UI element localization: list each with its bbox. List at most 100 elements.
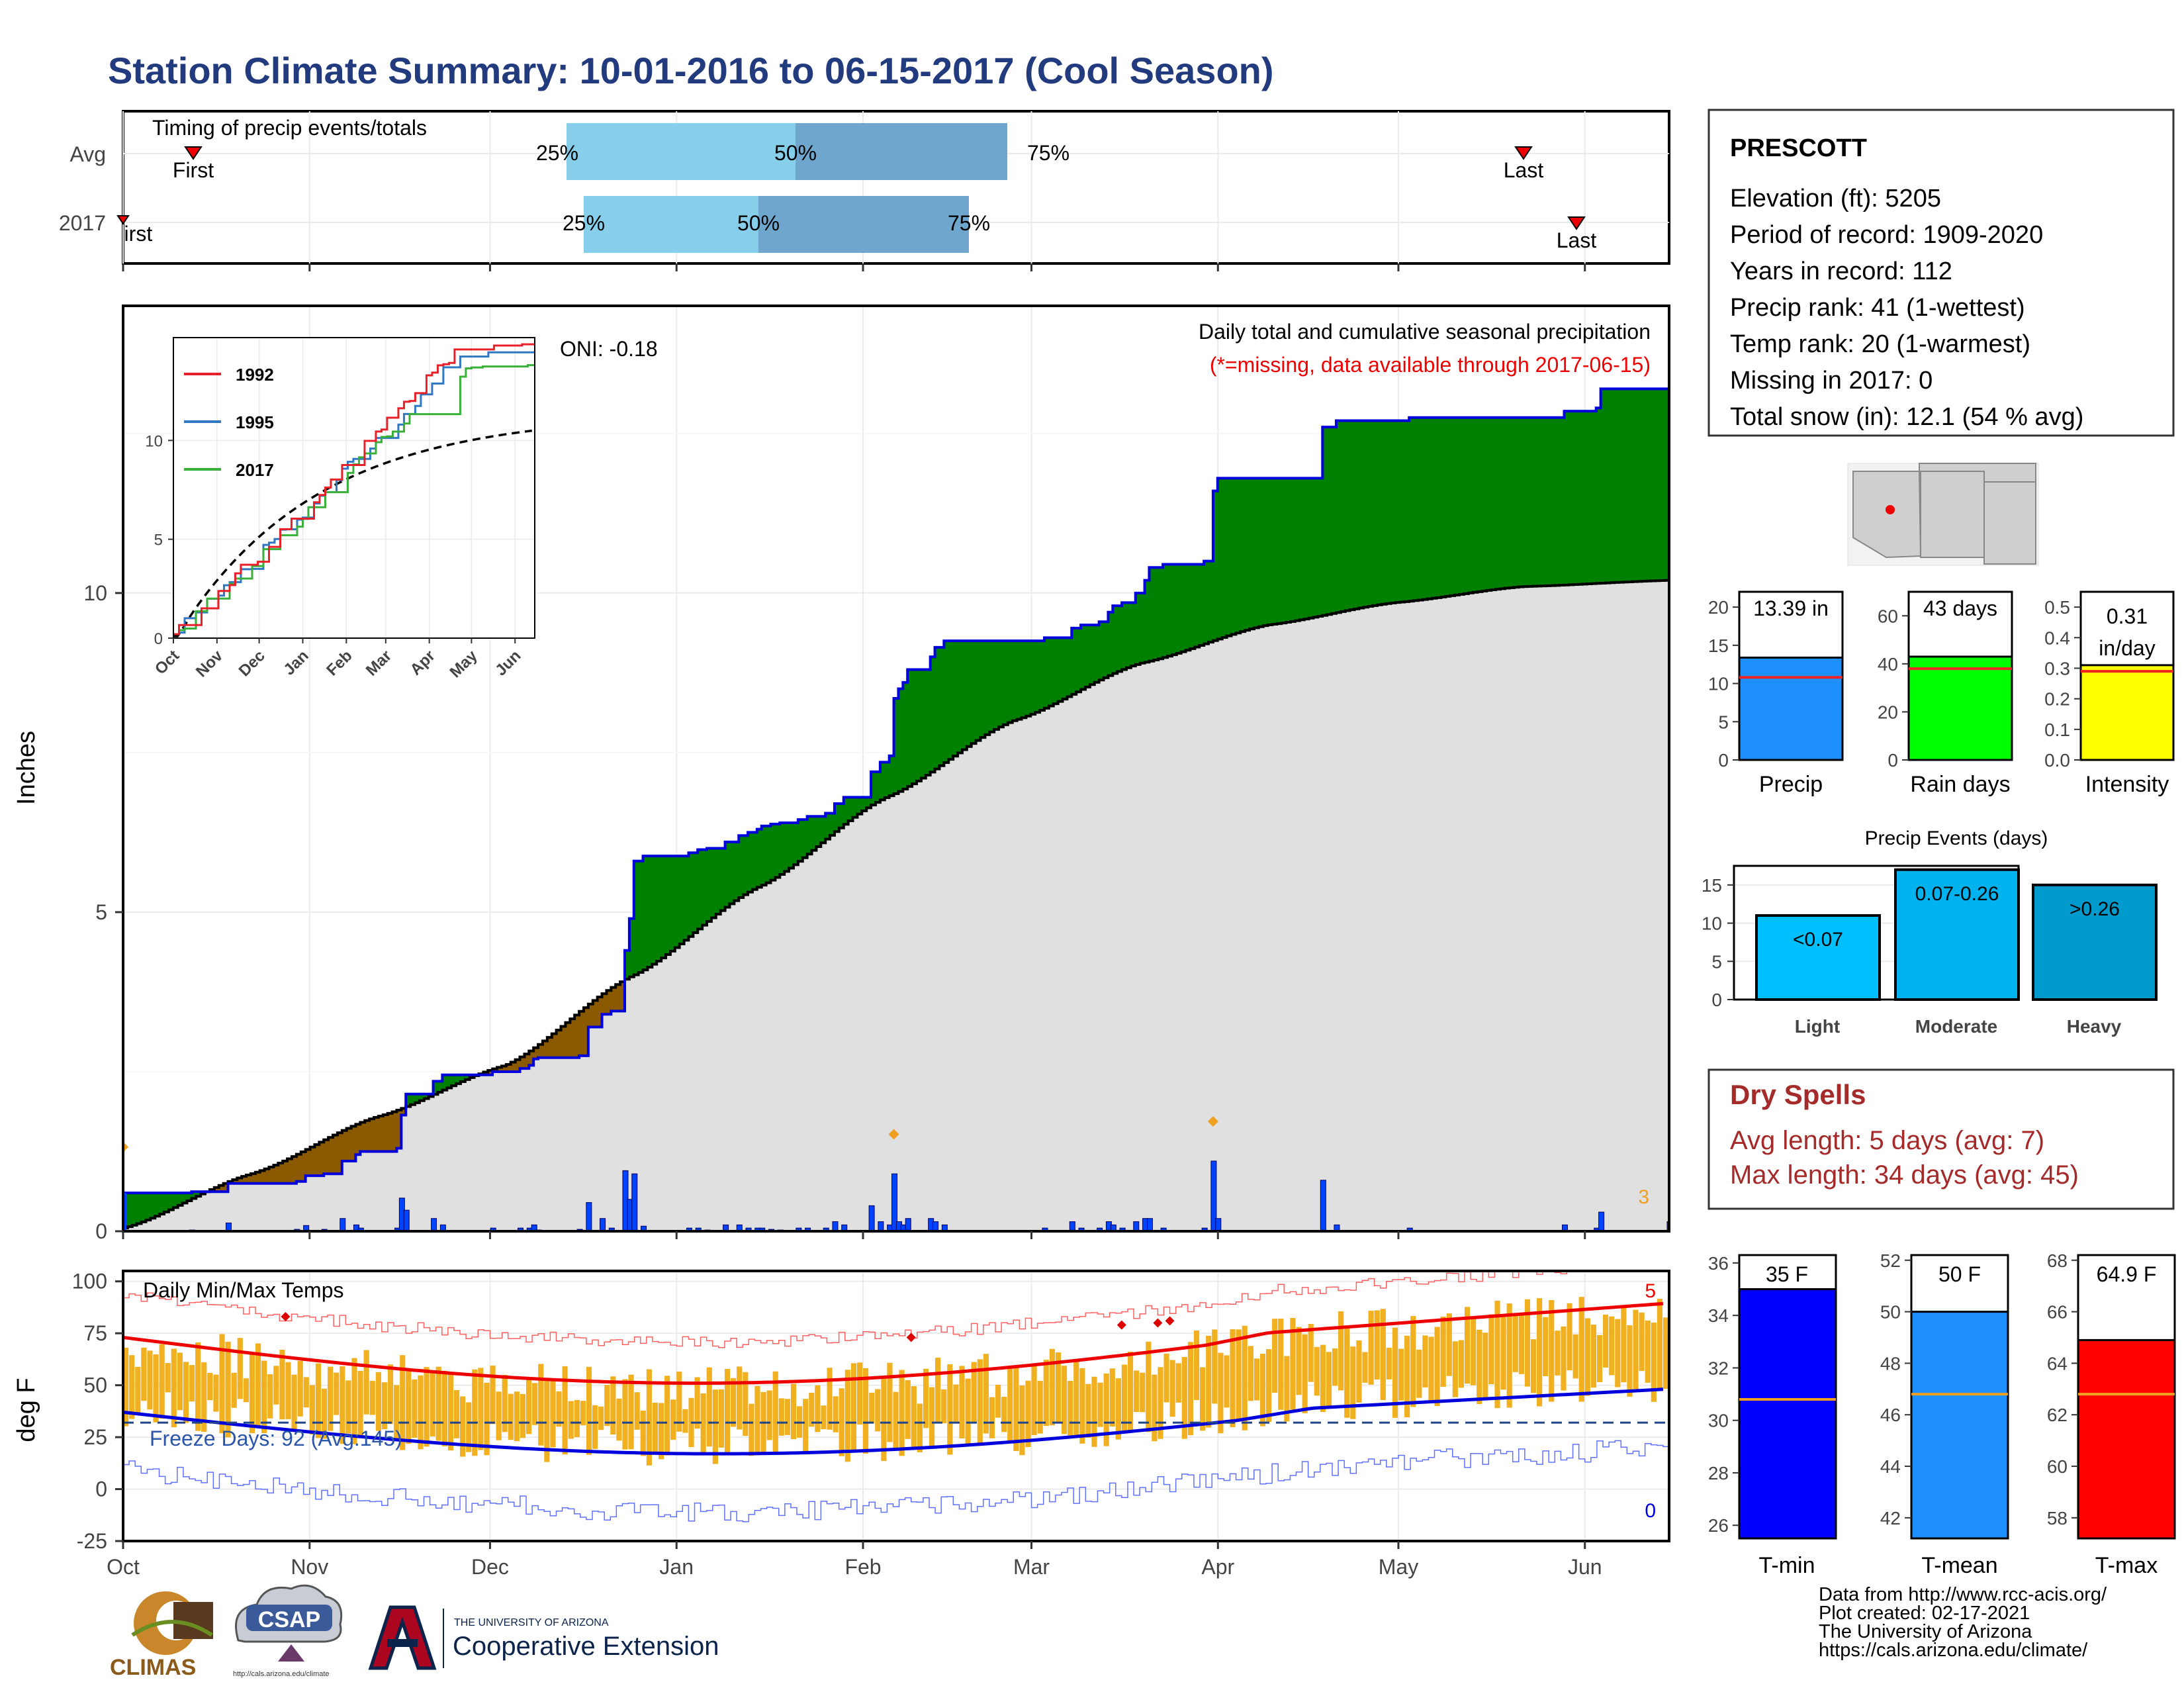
daily-temp-bar [213, 1374, 219, 1412]
daily-temp-bar [1296, 1327, 1302, 1395]
temperature-bars: 35 F 36 34 32 30 28 26 T-min 50 F 52 50 48 46 44 4… [1708, 1250, 2176, 1578]
month-label: Mar [1013, 1555, 1050, 1579]
daily-temp-bar [1488, 1314, 1494, 1385]
tmin-average-line [123, 1387, 1664, 1456]
daily-temp-bar [273, 1366, 279, 1405]
daily-temp-bar [1236, 1329, 1242, 1419]
daily-temp-bar [1224, 1355, 1230, 1408]
events-bar-light [1755, 914, 1881, 1001]
daily-temp-bar [1181, 1357, 1187, 1439]
daily-temp-bar [1392, 1327, 1398, 1418]
daily-temp-bar [441, 1370, 447, 1446]
daily-temp-bar [1398, 1348, 1404, 1401]
tmean-value: 50 F [1938, 1262, 1981, 1286]
daily-precip-bar [832, 1221, 839, 1231]
daily-temp-bar [821, 1405, 827, 1430]
daily-temp-bar [1627, 1325, 1633, 1397]
daily-temp-bar [334, 1372, 340, 1415]
daily-temp-bar [381, 1382, 388, 1430]
daily-temp-bar [303, 1377, 309, 1408]
daily-temp-bar [893, 1391, 899, 1449]
daily-precip-bar [1320, 1180, 1326, 1231]
daily-temp-bar [917, 1403, 923, 1452]
daily-temp-bar [1464, 1307, 1471, 1384]
temp-ytick-label: -25 [77, 1529, 107, 1553]
summary-ytick-label: 0.0 [2044, 750, 2070, 771]
record-high-marker [1116, 1320, 1126, 1330]
daily-precip-bar [1097, 1227, 1103, 1231]
tempbar-ytick-label: 46 [1880, 1405, 1901, 1425]
daily-precip-bar [518, 1227, 524, 1231]
daily-temp-bar [899, 1370, 905, 1456]
summary-ytick-label: 0.2 [2044, 689, 2070, 710]
daily-temp-bar [1458, 1340, 1465, 1388]
daily-precip-bar [1334, 1224, 1340, 1231]
daily-temp-bar [1158, 1367, 1163, 1439]
daily-temp-bar [1007, 1368, 1013, 1442]
daily-temp-bar [1332, 1348, 1338, 1386]
daily-precip-bar [1210, 1160, 1217, 1231]
daily-temp-bar [1248, 1346, 1253, 1401]
daily-temp-bar [418, 1375, 424, 1450]
daily-temp-bar [1242, 1325, 1248, 1430]
tempbar-ytick-label: 28 [1708, 1463, 1729, 1483]
daily-temp-bar [394, 1385, 400, 1441]
daily-precip-bar [1069, 1221, 1075, 1231]
daily-temp-bar [183, 1362, 189, 1423]
daily-temp-bar [369, 1380, 375, 1415]
dry-spells-max: Max length: 34 days (avg: 45) [1730, 1160, 2079, 1190]
daily-temp-bar [1662, 1317, 1669, 1389]
daily-temp-bar [1590, 1324, 1597, 1388]
university-logo[interactable]: THE UNIVERSITY OF ARIZONA Cooperative Ex… [368, 1605, 719, 1670]
daily-temp-bar [694, 1377, 700, 1429]
daily-temp-bar [1259, 1354, 1266, 1427]
temp-count-low: 0 [1645, 1500, 1656, 1522]
daily-temp-bar [1506, 1303, 1512, 1408]
daily-temp-bar [887, 1362, 893, 1442]
daily-temp-bar [123, 1347, 129, 1427]
daily-temp-bar [1639, 1312, 1645, 1372]
daily-temp-bar [1109, 1368, 1115, 1427]
timing-2017-q50-label: 50% [737, 211, 780, 235]
daily-temp-bar [983, 1354, 989, 1434]
map-state-newmexico [1920, 471, 1985, 558]
events-ytick-label: 10 [1702, 914, 1722, 934]
tmax-record-line [123, 1271, 1604, 1348]
daily-temp-bar [532, 1383, 538, 1425]
daily-precip-bar [1215, 1218, 1222, 1231]
daily-temp-bar [544, 1379, 550, 1462]
dry-spells: Dry Spells Avg length: 5 days (avg: 7) M… [1707, 1068, 2175, 1210]
page-title: Station Climate Summary: 10-01-2016 to 0… [108, 50, 1274, 91]
temp-ytick-label: 100 [72, 1270, 107, 1293]
timing-avg-first-marker [184, 146, 203, 160]
precip-ytick-label: 5 [95, 900, 107, 924]
tempbar-ytick-label: 52 [1880, 1250, 1901, 1271]
daily-precip-bar [823, 1227, 829, 1231]
daily-temp-bar [447, 1372, 454, 1451]
map-state-colorado [1919, 463, 2036, 483]
daily-temp-bar [1278, 1319, 1284, 1410]
daily-temp-bar [1326, 1352, 1332, 1409]
events-label-moderate: Moderate [1915, 1016, 1997, 1037]
station-period: Period of record: 1909-2020 [1730, 221, 2043, 249]
inset-ytick-label: 10 [145, 432, 163, 450]
inset-ytick-label: 0 [154, 630, 163, 648]
summary-ytick-label: 0.5 [2044, 597, 2070, 618]
daily-temp-bar [1615, 1319, 1621, 1387]
daily-temp-bar [1140, 1372, 1146, 1413]
university-name: THE UNIVERSITY OF ARIZONA [454, 1617, 609, 1628]
events-ytick-label: 15 [1702, 875, 1722, 896]
dry-spells-avg: Avg length: 5 days (avg: 7) [1730, 1126, 2044, 1155]
tempbar-ytick-label: 26 [1708, 1515, 1729, 1536]
extension-name: Cooperative Extension [453, 1632, 719, 1661]
daily-temp-bar [749, 1403, 754, 1456]
station-info: PRESCOTT Elevation (ft): 5205 Period of … [1707, 109, 2175, 437]
daily-temp-bar [664, 1376, 670, 1456]
month-label: Apr [1201, 1555, 1234, 1579]
daily-temp-bar [803, 1399, 809, 1455]
month-label: Oct [107, 1555, 140, 1579]
daily-precip-bar [1119, 1227, 1126, 1231]
climas-logo[interactable]: CLIMAS [110, 1591, 213, 1680]
csap-logo[interactable]: CSAP http://cals.arizona.edu/climate [233, 1584, 343, 1678]
